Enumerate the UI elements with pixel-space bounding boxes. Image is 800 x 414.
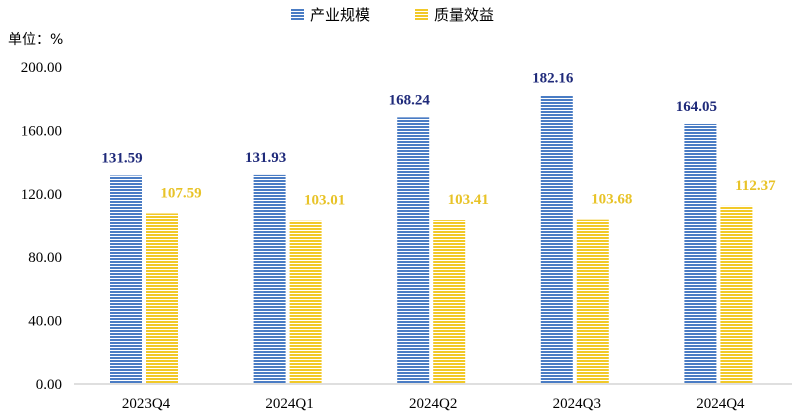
x-tick-label: 2023Q4 — [122, 396, 171, 412]
bar-quality — [146, 213, 178, 384]
x-tick-label: 2024Q3 — [553, 396, 601, 412]
data-label-scale: 131.59 — [101, 150, 142, 166]
bar-scale — [684, 123, 717, 385]
y-axis-ticks: 0.00 40.00 80.00 120.00 160.00 200.00 — [21, 60, 62, 393]
unit-label: 单位：% — [8, 32, 63, 48]
y-tick-label: 120.00 — [21, 187, 62, 203]
data-label-quality: 107.59 — [160, 185, 201, 201]
x-axis-labels: 2023Q4 2024Q1 2024Q2 2024Q3 2024Q4 — [122, 396, 745, 412]
legend-label-quality: 质量效益 — [434, 6, 494, 24]
bar-quality — [433, 220, 466, 384]
bar-scale — [253, 174, 286, 384]
legend-swatch-quality — [415, 9, 428, 20]
y-tick-label: 80.00 — [28, 250, 62, 266]
bar-quality — [720, 205, 753, 384]
y-tick-label: 40.00 — [28, 314, 62, 330]
y-tick-label: 200.00 — [21, 60, 62, 76]
legend-swatch-scale — [291, 9, 304, 20]
data-label-quality: 112.37 — [735, 178, 776, 194]
legend-label-scale: 产业规模 — [310, 6, 370, 24]
bar-quality — [289, 220, 322, 384]
y-tick-label: 0.00 — [36, 377, 62, 393]
data-labels: 131.59 107.59 131.93 103.01 168.24 103.41 182.… — [101, 70, 776, 208]
data-label-scale: 182.16 — [532, 70, 574, 86]
bar-scale — [397, 117, 430, 384]
y-tick-label: 160.00 — [21, 123, 62, 139]
data-label-scale: 164.05 — [676, 99, 717, 115]
bar-scale — [110, 175, 142, 384]
bar-quality — [576, 219, 609, 384]
x-tick-label: 2024Q2 — [409, 396, 457, 412]
bar-scale — [540, 95, 573, 384]
bars — [110, 95, 753, 385]
data-label-quality: 103.41 — [448, 192, 489, 208]
data-label-quality: 103.68 — [591, 192, 632, 208]
legend: 产业规模 质量效益 — [291, 6, 494, 24]
data-label-scale: 168.24 — [389, 92, 431, 108]
x-tick-label: 2024Q1 — [265, 396, 313, 412]
data-label-quality: 103.01 — [304, 193, 345, 209]
data-label-scale: 131.93 — [245, 150, 286, 166]
x-tick-label: 2024Q4 — [696, 396, 745, 412]
